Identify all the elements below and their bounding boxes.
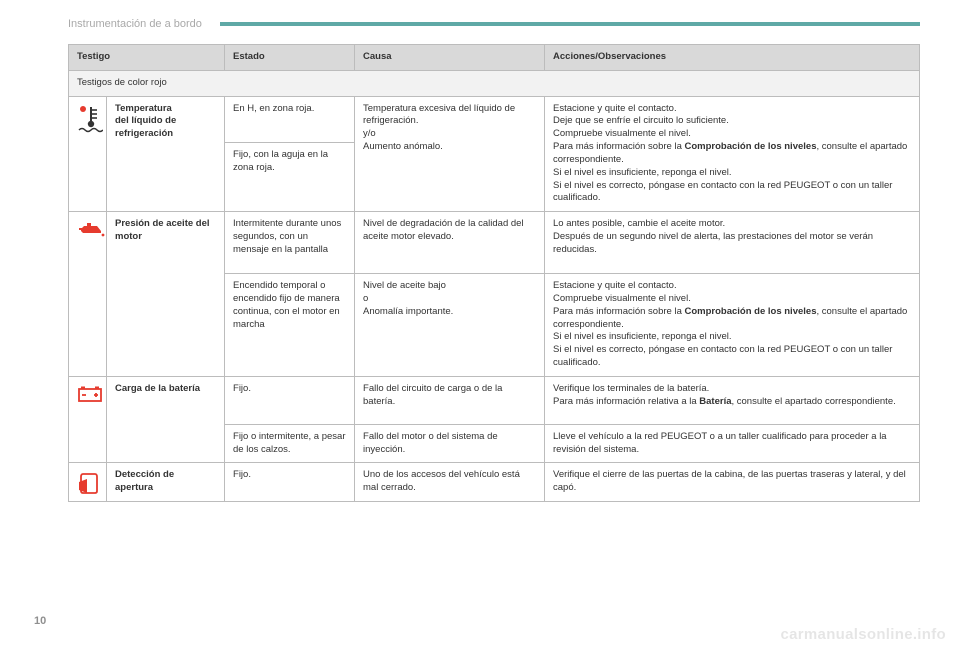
subheader-label: Testigos de color rojo	[69, 70, 920, 96]
subheader-row: Testigos de color rojo	[69, 70, 920, 96]
oil-pressure-name: Presión de aceite del motor	[107, 212, 225, 377]
oil-state-1: Intermitente durante unos segundos, con …	[225, 212, 355, 274]
oil-actions-2: Estacione y quite el contacto. Compruebe…	[545, 274, 920, 377]
header-accent-bar	[220, 22, 920, 26]
battery-cause-2: Fallo del motor o del sistema de inyecci…	[355, 424, 545, 463]
page-number: 10	[34, 615, 46, 627]
oil-pressure-icon	[69, 212, 107, 377]
coolant-temp-name: Temperatura del líquido de refrigeración	[107, 96, 225, 212]
col-testigo: Testigo	[69, 45, 225, 71]
oil-actions-1: Lo antes posible, cambie el aceite motor…	[545, 212, 920, 274]
door-open-name: Detección de apertura	[107, 463, 225, 502]
battery-actions-2: Lleve el vehículo a la red PEUGEOT o a u…	[545, 424, 920, 463]
door-open-icon	[69, 463, 107, 502]
battery-cause-1: Fallo del circuito de carga o de la bate…	[355, 376, 545, 424]
oil-cause-2: Nivel de aceite bajo o Anomalía importan…	[355, 274, 545, 377]
row-door-open: Detección de apertura Fijo. Uno de los a…	[69, 463, 920, 502]
section-title: Instrumentación de a bordo	[68, 18, 202, 30]
page-header: Instrumentación de a bordo	[68, 18, 920, 30]
table-header-row: Testigo Estado Causa Acciones/Observacio…	[69, 45, 920, 71]
door-state: Fijo.	[225, 463, 355, 502]
battery-state-1: Fijo.	[225, 376, 355, 424]
row-coolant-temp: Temperatura del líquido de refrigeración…	[69, 96, 920, 142]
row-oil-pressure-1: Presión de aceite del motor Intermitente…	[69, 212, 920, 274]
coolant-cause: Temperatura excesiva del líquido de refr…	[355, 96, 545, 212]
col-acciones: Acciones/Observaciones	[545, 45, 920, 71]
coolant-state-2: Fijo, con la aguja en la zona roja.	[225, 142, 355, 211]
battery-state-2: Fijo o intermitente, a pesar de los calz…	[225, 424, 355, 463]
oil-state-2: Encendido temporal o encendido fijo de m…	[225, 274, 355, 377]
battery-icon	[69, 376, 107, 463]
watermark: carmanualsonline.info	[781, 626, 947, 643]
coolant-actions: Estacione y quite el contacto. Deje que …	[545, 96, 920, 212]
door-cause: Uno de los accesos del vehículo está mal…	[355, 463, 545, 502]
col-causa: Causa	[355, 45, 545, 71]
row-battery-1: Carga de la batería Fijo. Fallo del circ…	[69, 376, 920, 424]
oil-cause-1: Nivel de degradación de la calidad del a…	[355, 212, 545, 274]
door-actions: Verifique el cierre de las puertas de la…	[545, 463, 920, 502]
coolant-state-1: En H, en zona roja.	[225, 96, 355, 142]
battery-actions-1: Verifique los terminales de la batería. …	[545, 376, 920, 424]
coolant-temp-icon	[69, 96, 107, 212]
col-estado: Estado	[225, 45, 355, 71]
battery-name: Carga de la batería	[107, 376, 225, 463]
warning-lights-table: Testigo Estado Causa Acciones/Observacio…	[68, 44, 920, 502]
